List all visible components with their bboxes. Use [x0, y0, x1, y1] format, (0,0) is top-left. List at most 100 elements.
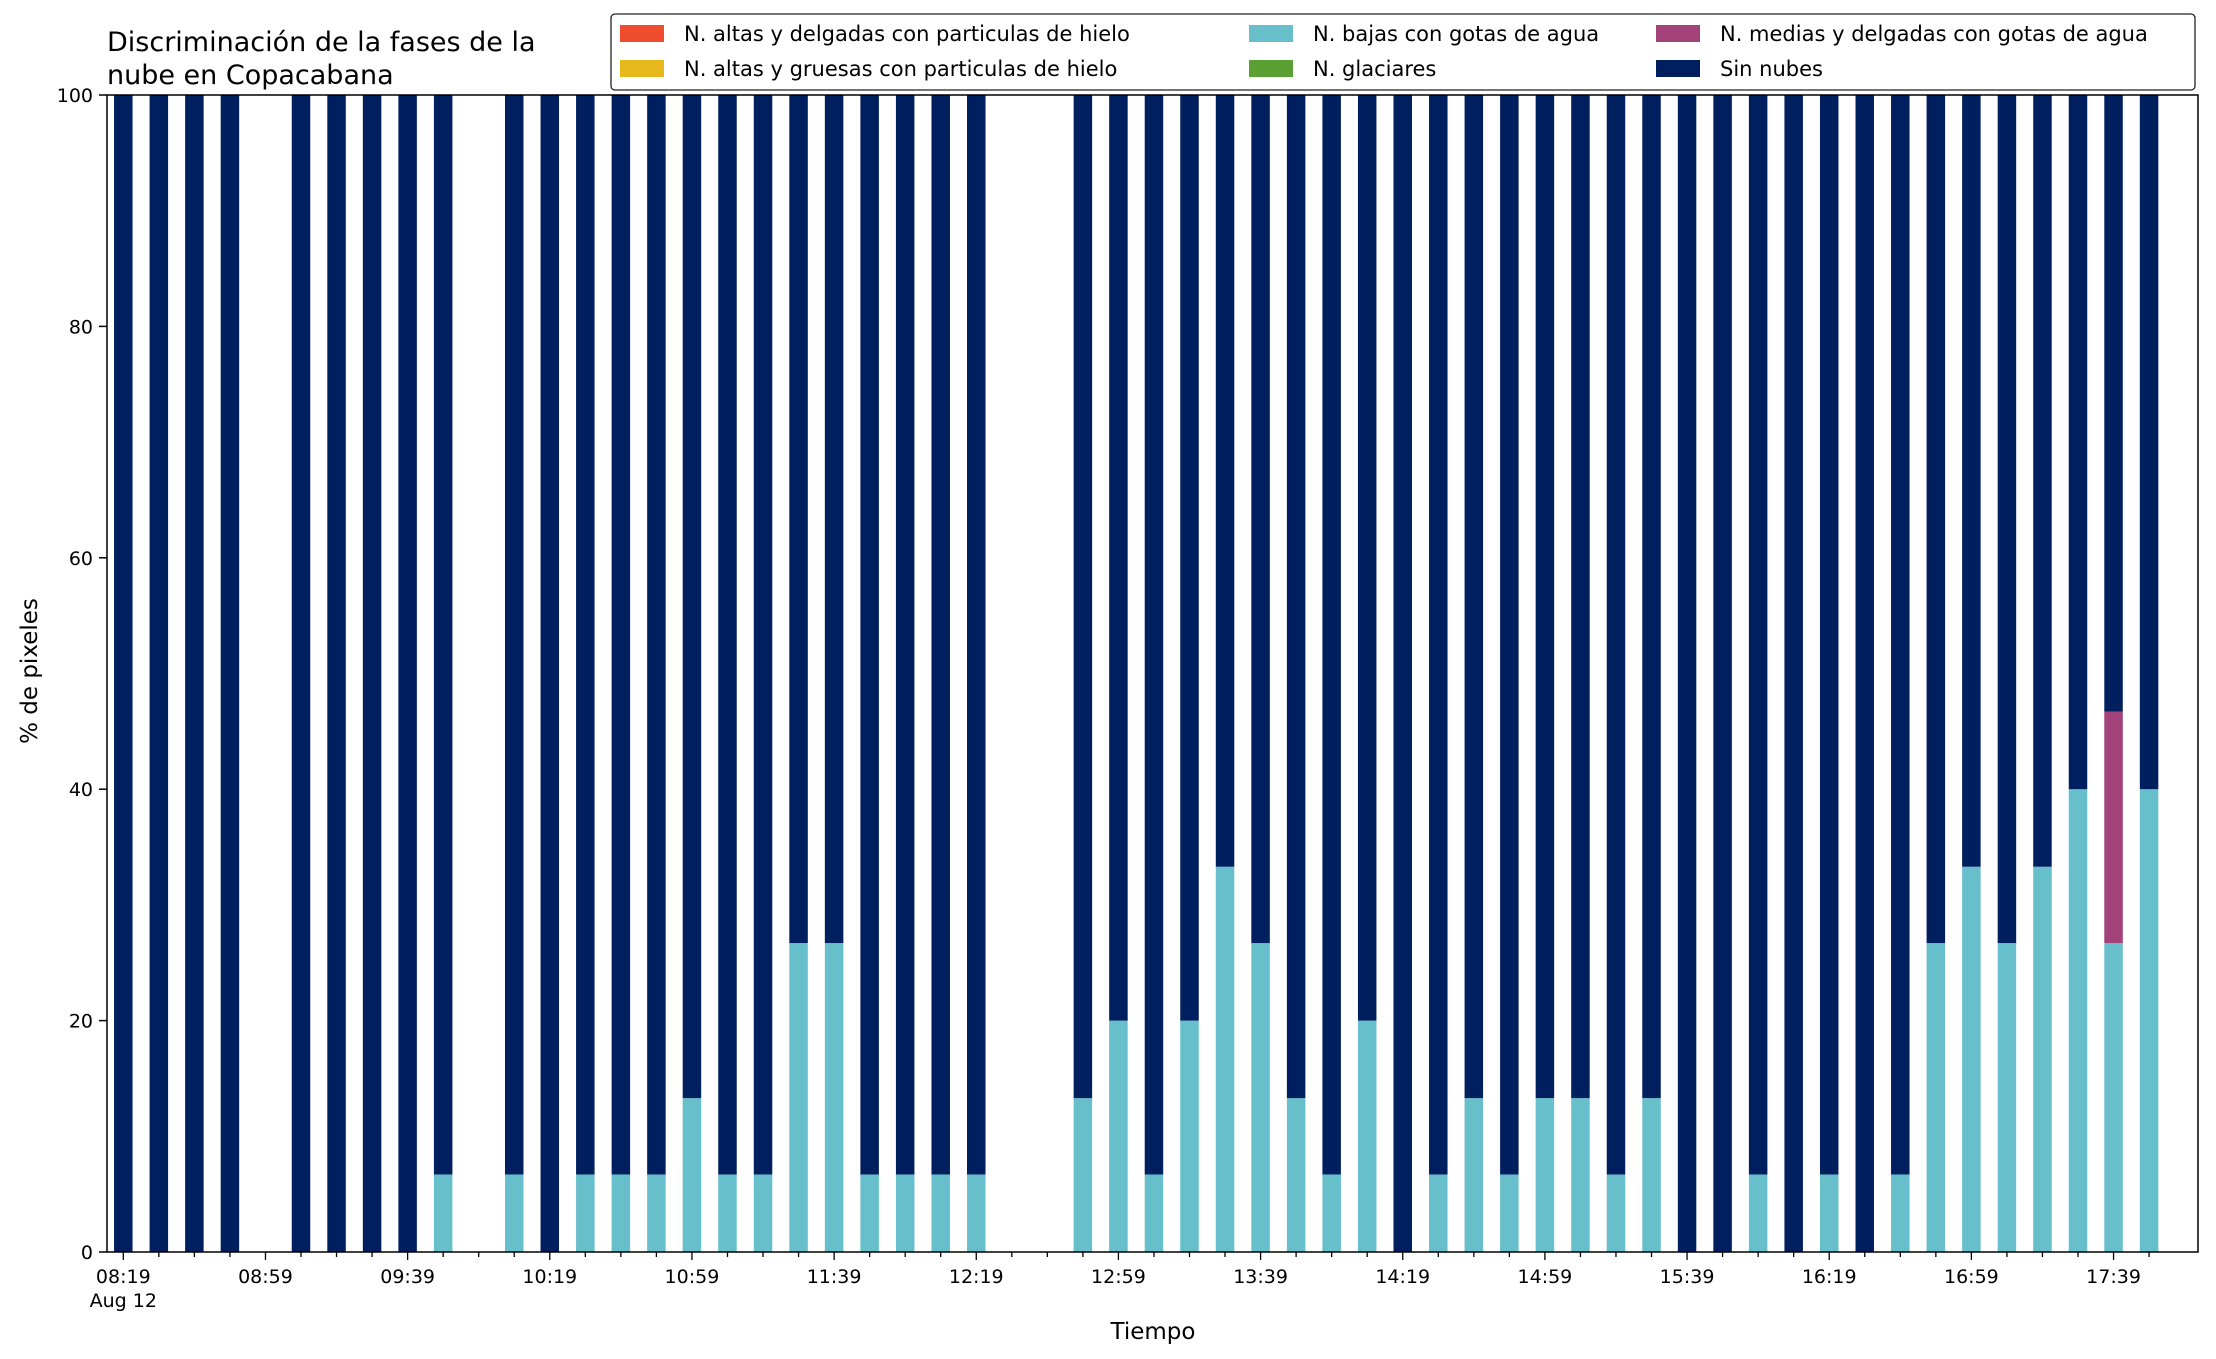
- legend-item: N. bajas con gotas de agua: [1249, 22, 1599, 46]
- bar-segment-sin-nubes: [1322, 95, 1341, 1175]
- legend-box: [610, 13, 2196, 91]
- bar-segment-bajas: [1748, 1174, 1768, 1252]
- bar-segment-sin-nubes: [1891, 95, 1910, 1175]
- bar-stack: [1784, 95, 1803, 1252]
- bar-stack: [2139, 95, 2159, 1252]
- bar-stack: [1997, 95, 2017, 1252]
- bar-segment-bajas: [1535, 1098, 1555, 1252]
- bar-segment-bajas: [1180, 1020, 1199, 1252]
- bar-stack: [1322, 95, 1341, 1252]
- legend-label: N. glaciares: [1313, 57, 1436, 81]
- bar-segment-sin-nubes: [1677, 95, 1697, 1252]
- bar-stack: [1144, 95, 1164, 1252]
- bar-segment-bajas: [1251, 943, 1270, 1252]
- x-tick-label: 16:19: [1802, 1266, 1857, 1288]
- bar-segment-bajas: [1215, 866, 1235, 1252]
- legend-label: N. medias y delgadas con gotas de agua: [1720, 22, 2148, 46]
- bar-segment-sin-nubes: [1429, 95, 1448, 1175]
- bar-segment-bajas: [1464, 1098, 1484, 1252]
- bar-segment-sin-nubes: [1180, 95, 1199, 1021]
- bar-stack: [1713, 95, 1732, 1252]
- bar-stack: [398, 95, 417, 1252]
- x-tick-label: 16:59: [1944, 1266, 1999, 1288]
- bar-segment-sin-nubes: [433, 95, 453, 1175]
- bar-segment-sin-nubes: [1535, 95, 1555, 1099]
- bar-stack: [1855, 95, 1875, 1252]
- bar-segment-bajas: [433, 1174, 453, 1252]
- bar-stack: [1571, 95, 1590, 1252]
- bar-stack: [1251, 95, 1270, 1252]
- bar-stack: [611, 95, 631, 1252]
- bar-segment-medias: [2104, 711, 2123, 944]
- bars-layer: [114, 95, 2159, 1252]
- bar-stack: [1606, 95, 1626, 1252]
- bar-segment-sin-nubes: [1251, 95, 1270, 944]
- chart-title-line-2: nube en Copacabana: [107, 60, 394, 91]
- bar-stack: [327, 95, 346, 1252]
- legend-label: N. bajas con gotas de agua: [1313, 22, 1599, 46]
- bar-segment-sin-nubes: [576, 95, 595, 1175]
- bar-segment-sin-nubes: [185, 95, 204, 1252]
- bar-segment-bajas: [2068, 789, 2088, 1252]
- bar-segment-bajas: [1109, 1020, 1128, 1252]
- bar-segment-bajas: [1819, 1174, 1839, 1252]
- bar-segment-sin-nubes: [2068, 95, 2088, 790]
- bar-stack: [504, 95, 524, 1252]
- bar-stack: [1819, 95, 1839, 1252]
- bar-segment-sin-nubes: [149, 95, 169, 1252]
- bar-segment-bajas: [1642, 1098, 1661, 1252]
- bar-segment-sin-nubes: [398, 95, 417, 1252]
- bar-stack: [576, 95, 595, 1252]
- bar-segment-sin-nubes: [1926, 95, 1946, 944]
- bar-segment-bajas: [1286, 1098, 1306, 1252]
- bar-stack: [1677, 95, 1697, 1252]
- bar-segment-bajas: [2139, 789, 2159, 1252]
- legend-swatch: [1249, 60, 1293, 77]
- bar-stack: [789, 95, 808, 1252]
- bar-segment-bajas: [1926, 943, 1946, 1252]
- plot-frame: [106, 94, 2199, 1253]
- bar-stack: [1500, 95, 1519, 1252]
- bar-segment-sin-nubes: [611, 95, 631, 1175]
- bar-segment-sin-nubes: [1748, 95, 1768, 1175]
- bar-stack: [1642, 95, 1661, 1252]
- legend-item: N. medias y delgadas con gotas de agua: [1656, 22, 2148, 46]
- bar-stack: [1429, 95, 1448, 1252]
- bar-segment-sin-nubes: [824, 95, 844, 944]
- bar-segment-bajas: [931, 1174, 950, 1252]
- bar-segment-sin-nubes: [2104, 95, 2123, 712]
- bar-segment-bajas: [504, 1174, 524, 1252]
- legend-label: Sin nubes: [1720, 57, 1823, 81]
- bar-segment-bajas: [611, 1174, 631, 1252]
- bar-segment-bajas: [1357, 1020, 1377, 1252]
- bar-segment-sin-nubes: [1215, 95, 1235, 867]
- y-axis-label: % de pixeles: [17, 598, 43, 744]
- bar-segment-bajas: [1606, 1174, 1626, 1252]
- bar-stack: [824, 95, 844, 1252]
- bar-segment-bajas: [682, 1098, 702, 1252]
- bar-stack: [114, 95, 133, 1252]
- legend-label: N. altas y delgadas con particulas de hi…: [684, 22, 1130, 46]
- bar-segment-sin-nubes: [291, 95, 311, 1252]
- bar-segment-bajas: [824, 943, 844, 1252]
- x-tick-label: 11:39: [807, 1266, 862, 1288]
- bar-segment-sin-nubes: [220, 95, 240, 1252]
- x-tick-label: 08:19: [96, 1266, 151, 1288]
- bar-segment-sin-nubes: [504, 95, 524, 1175]
- bar-segment-sin-nubes: [1784, 95, 1803, 1252]
- bar-stack: [291, 95, 311, 1252]
- bar-segment-bajas: [1500, 1174, 1519, 1252]
- bar-stack: [1535, 95, 1555, 1252]
- bar-stack: [753, 95, 773, 1252]
- bar-segment-sin-nubes: [1571, 95, 1590, 1099]
- bar-segment-bajas: [860, 1174, 879, 1252]
- bar-stack: [1962, 95, 1981, 1252]
- bar-segment-sin-nubes: [1073, 95, 1093, 1099]
- bar-segment-sin-nubes: [2033, 95, 2052, 867]
- bar-segment-bajas: [1144, 1174, 1164, 1252]
- bar-stack: [1357, 95, 1377, 1252]
- bar-stack: [149, 95, 169, 1252]
- bar-stack: [362, 95, 382, 1252]
- bar-segment-sin-nubes: [1606, 95, 1626, 1175]
